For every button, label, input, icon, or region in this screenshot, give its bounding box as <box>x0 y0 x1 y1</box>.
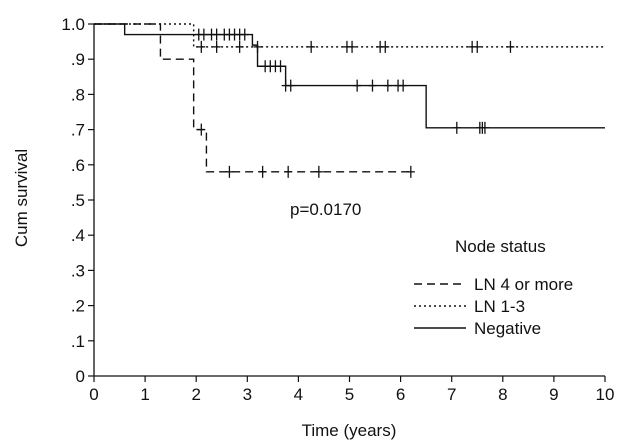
y-tick-label: .8 <box>71 85 85 104</box>
axes: 0 1 2 3 4 5 6 7 8 9 10 0 .1 .2 .3 .4 .5 .6 .7 .8 .9 1.0 <box>61 15 614 404</box>
legend-title: Node status <box>455 237 546 256</box>
x-tick-label: 7 <box>447 385 456 404</box>
y-tick-label: .3 <box>71 261 85 280</box>
x-tick-label: 3 <box>243 385 252 404</box>
x-tick-label: 5 <box>345 385 354 404</box>
x-tick-label: 0 <box>89 385 98 404</box>
x-tick-label: 10 <box>596 385 615 404</box>
legend-label-ln-1-3: LN 1-3 <box>474 297 525 316</box>
survival-curves <box>94 23 605 178</box>
y-tick-label: .5 <box>71 191 85 210</box>
x-tick-label: 4 <box>294 385 303 404</box>
y-tick-label: .2 <box>71 297 85 316</box>
x-tick-label: 2 <box>191 385 200 404</box>
curve-negative <box>94 23 605 129</box>
y-axis-label: Cum survival <box>12 149 31 247</box>
curve-ln-4-or-more <box>94 23 411 173</box>
y-tick-label: 1.0 <box>61 15 85 34</box>
y-tick-label: .7 <box>71 121 85 140</box>
legend: Node status LN 4 or more LN 1-3 Negative <box>414 237 573 338</box>
legend-label-negative: Negative <box>474 319 541 338</box>
y-tick-label: .4 <box>71 226 85 245</box>
x-tick-label: 8 <box>498 385 507 404</box>
p-value-annotation: p=0.0170 <box>290 200 361 219</box>
y-tick-label: .1 <box>71 332 85 351</box>
x-tick-label: 1 <box>140 385 149 404</box>
series-ln-4-or-more <box>94 23 415 178</box>
y-tick-label: .9 <box>71 50 85 69</box>
series-ln-1-3 <box>94 23 605 53</box>
y-tick-label: .6 <box>71 156 85 175</box>
y-tick-label: 0 <box>76 367 85 386</box>
x-tick-label: 9 <box>549 385 558 404</box>
x-tick-label: 6 <box>396 385 405 404</box>
x-axis-label: Time (years) <box>302 421 397 440</box>
legend-label-ln-4-or-more: LN 4 or more <box>474 275 573 294</box>
curve-ln-1-3 <box>94 23 605 48</box>
series-negative <box>94 23 605 134</box>
